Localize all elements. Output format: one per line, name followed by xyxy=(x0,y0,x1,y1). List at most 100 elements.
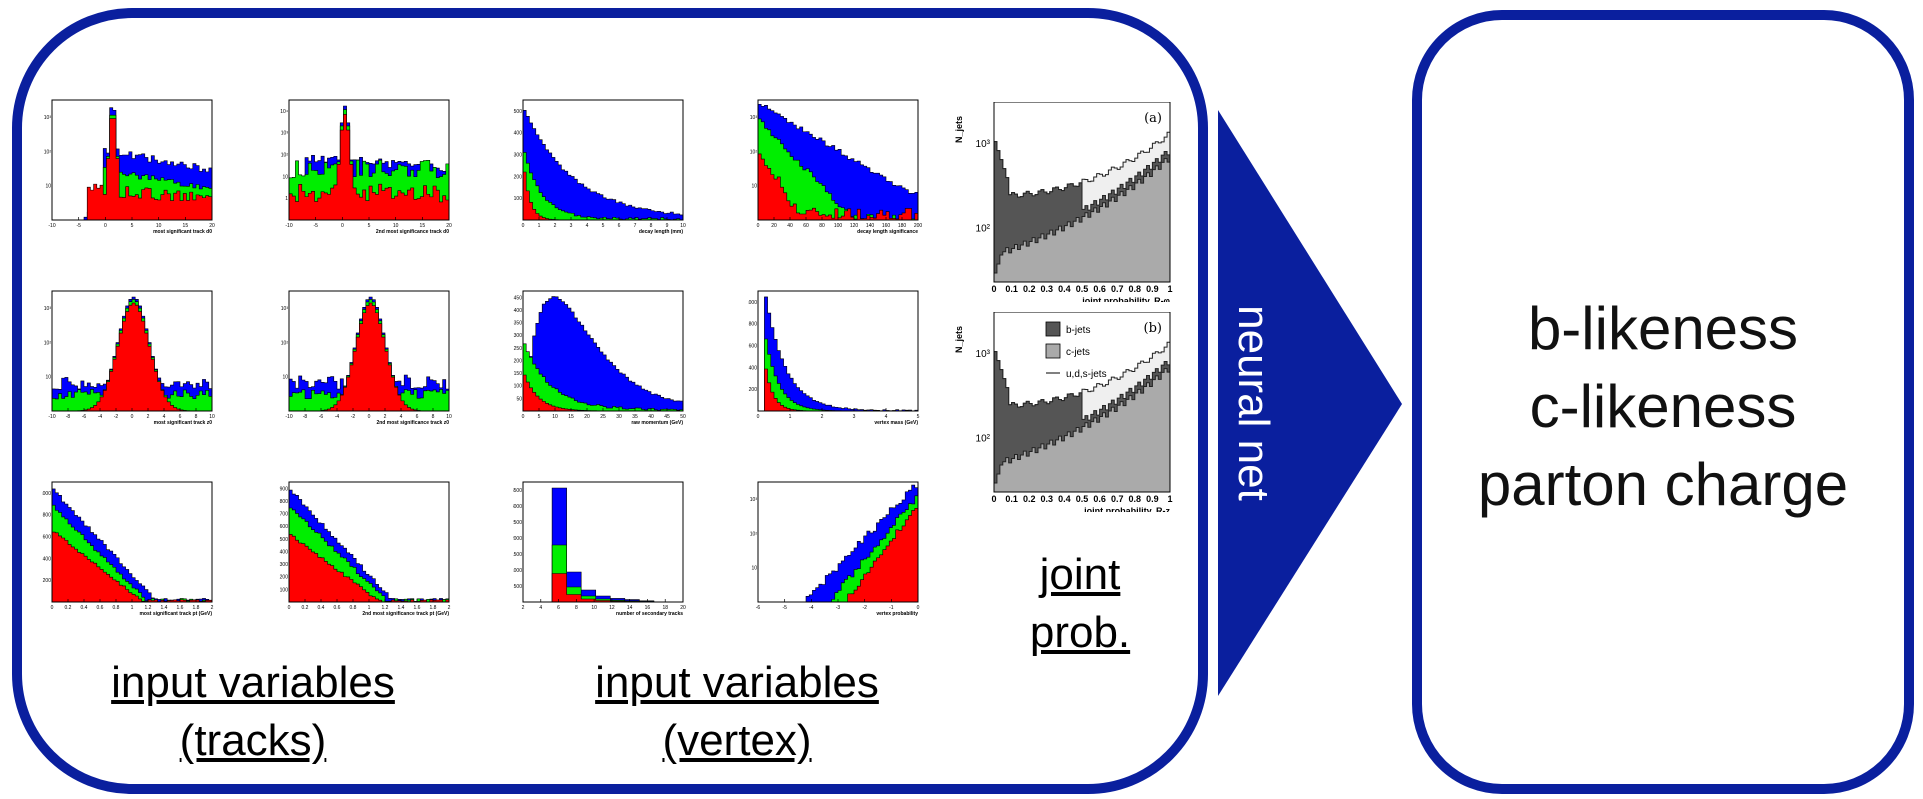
x-tick-label: 200 xyxy=(914,223,923,229)
x-tick-label: 0.4 xyxy=(1058,284,1071,294)
y-tick-label: 200 xyxy=(43,578,52,584)
joint-frame xyxy=(993,101,1171,283)
x-axis-label: decay length significance xyxy=(857,229,918,235)
x-axis-label: 2nd most significance track d0 xyxy=(376,229,449,235)
x-tick-label: -2 xyxy=(351,414,356,420)
x-tick-label: 0 xyxy=(288,605,291,611)
hist-area-b xyxy=(288,534,450,603)
x-tick-label: 1.4 xyxy=(161,605,168,611)
hist-panel-track-d0: -10 -5 0 5 10 15 20 10 10² 10³ most significant tr… xyxy=(42,96,224,248)
hist-area-udsc xyxy=(523,487,683,603)
hist-svg: 0 0.2 0.4 0.6 0.8 1 1.2 1.4 1.6 1.8 2 100 200 300 400 5… xyxy=(280,481,451,617)
x-tick-label: 5 xyxy=(368,223,371,229)
y-tick-label: 200 xyxy=(514,358,523,364)
neural-net-arrow xyxy=(1218,110,1402,696)
x-tick-label: 12 xyxy=(609,605,615,611)
y-tick-label: 10³ xyxy=(281,306,289,312)
x-axis-label: raw momentum (GeV) xyxy=(631,420,683,426)
x-tick-label: -5 xyxy=(313,223,318,229)
x-tick-label: 10 xyxy=(156,223,162,229)
hist-panel-vertex-probability: -6 -5 -4 -3 -2 -1 0 10 10² 10³ vertex probability xyxy=(748,478,930,630)
caption-tracks-line1: input variables xyxy=(111,658,395,707)
y-tick-label: 300 xyxy=(514,333,523,339)
y-tick-label: 10² xyxy=(750,531,758,537)
x-tick-label: 40 xyxy=(648,414,654,420)
y-tick-label: 10 xyxy=(751,566,757,572)
x-tick-label: 0.6 xyxy=(1093,494,1106,504)
x-tick-label: 4 xyxy=(163,414,166,420)
x-tick-label: -8 xyxy=(66,414,71,420)
x-tick-label: 8 xyxy=(650,223,653,229)
x-tick-label: 25 xyxy=(600,414,606,420)
joint-prob-plot-b: 0 0.1 0.2 0.3 0.4 0.5 0.6 0.7 0.8 0.9 1 10² 10³ N_jet… xyxy=(952,311,1180,517)
y-tick-label: 400 xyxy=(514,131,523,137)
x-axis-label: most significant track d0 xyxy=(153,229,212,235)
caption-joint-line1: joint xyxy=(1039,550,1121,599)
x-tick-label: 4 xyxy=(885,414,888,420)
legend-label: c-jets xyxy=(1066,347,1090,358)
y-tick-label: 150 xyxy=(514,371,523,377)
x-tick-label: 3 xyxy=(853,414,856,420)
hist-svg: 2 4 6 8 10 12 14 16 18 20 500 1000 1500 2000 2500 3000 3… xyxy=(513,481,686,617)
output-list: b-likeness c-likeness parton charge xyxy=(1412,290,1914,524)
y-tick-label: 500 xyxy=(514,584,523,590)
hist-frame xyxy=(522,481,684,603)
hist-area-b xyxy=(52,118,213,221)
x-tick-label: 5 xyxy=(131,223,134,229)
hist-panel-vertex-mass: 0 1 2 3 4 5 200 400 600 800 1000 vertex mass (GeV) xyxy=(748,287,930,439)
x-tick-label: 0 xyxy=(991,284,996,294)
y-tick-label: 800 xyxy=(43,513,52,519)
x-tick-label: 0.3 xyxy=(1041,494,1054,504)
hist-panel-track-pt: 0 0.2 0.4 0.6 0.8 1 1.2 1.4 1.6 1.8 2 200 400 600 800 1… xyxy=(42,478,224,630)
x-tick-label: 1.2 xyxy=(145,605,152,611)
x-tick-label: 1.6 xyxy=(177,605,184,611)
x-tick-label: 6 xyxy=(179,414,182,420)
x-axis-label: vertex mass (GeV) xyxy=(874,420,918,426)
y-tick-label: 10² xyxy=(44,340,52,346)
y-tick-label: 10³ xyxy=(976,349,991,360)
y-tick-label: 10² xyxy=(976,224,991,235)
x-axis-label: most significant track z0 xyxy=(154,420,213,426)
hist-area-udsc xyxy=(522,296,684,412)
joint-area-c xyxy=(993,368,1171,493)
y-tick-label: 1000 xyxy=(513,568,522,574)
output-b-likeness: b-likeness xyxy=(1527,295,1799,362)
x-tick-label: 2 xyxy=(554,223,557,229)
x-tick-label: 6 xyxy=(618,223,621,229)
y-tick-label: 900 xyxy=(280,486,289,492)
x-tick-label: -5 xyxy=(76,223,81,229)
output-panel-frame xyxy=(1412,10,1914,794)
y-tick-label: 10² xyxy=(281,153,289,159)
x-tick-label: 1 xyxy=(1167,284,1172,294)
y-tick-label: 500 xyxy=(514,109,523,115)
x-tick-label: 0 xyxy=(131,414,134,420)
hist-svg: -10 -5 0 5 10 15 20 10 10² 10³ most significant tr… xyxy=(44,99,215,235)
y-tick-label: 300 xyxy=(280,562,289,568)
x-tick-label: 80 xyxy=(819,223,825,229)
x-tick-label: 0 xyxy=(757,223,760,229)
x-tick-label: 40 xyxy=(787,223,793,229)
x-tick-label: 15 xyxy=(183,223,189,229)
x-axis-label: most significant track pt (GeV) xyxy=(139,611,212,617)
x-tick-label: 0 xyxy=(757,414,760,420)
x-tick-label: 9 xyxy=(666,223,669,229)
x-tick-label: -2 xyxy=(862,605,867,611)
y-tick-label: 350 xyxy=(514,321,523,327)
x-axis-label: 2nd most significance track z0 xyxy=(376,420,449,426)
x-tick-label: 0.6 xyxy=(97,605,104,611)
hist-area-udsc xyxy=(522,110,684,221)
x-tick-label: 14 xyxy=(627,605,633,611)
joint-prob-svg: 0 0.1 0.2 0.3 0.4 0.5 0.6 0.7 0.8 0.9 1 10² 10³ N_jet… xyxy=(954,311,1173,516)
y-tick-label: 1000 xyxy=(42,491,51,497)
x-tick-label: -4 xyxy=(98,414,103,420)
x-tick-label: 10 xyxy=(393,223,399,229)
x-tick-label: 1.2 xyxy=(382,605,389,611)
x-tick-label: 10 xyxy=(552,414,558,420)
x-tick-label: 60 xyxy=(803,223,809,229)
x-tick-label: 2 xyxy=(448,605,451,611)
x-tick-label: 45 xyxy=(664,414,670,420)
x-tick-label: 0 xyxy=(991,494,996,504)
x-tick-label: 0.8 xyxy=(350,605,357,611)
x-tick-label: 20 xyxy=(446,223,452,229)
x-tick-label: 0.4 xyxy=(318,605,325,611)
